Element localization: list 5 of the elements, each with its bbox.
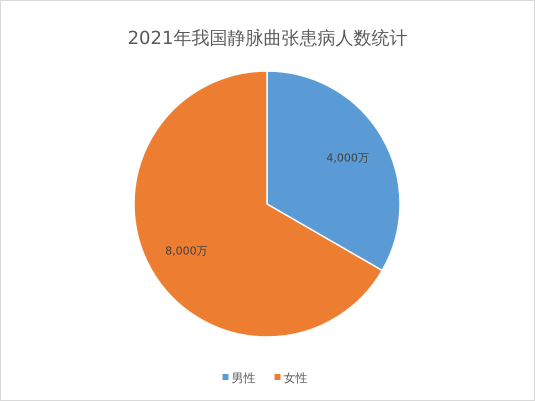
legend-label: 女性 — [284, 371, 308, 385]
title: 2021年我国静脉曲张患病人数统计 — [128, 28, 408, 49]
data-label: 4,000万 — [326, 151, 369, 164]
data-label: 8,000万 — [165, 244, 208, 258]
legend-label: 男性 — [232, 371, 256, 385]
